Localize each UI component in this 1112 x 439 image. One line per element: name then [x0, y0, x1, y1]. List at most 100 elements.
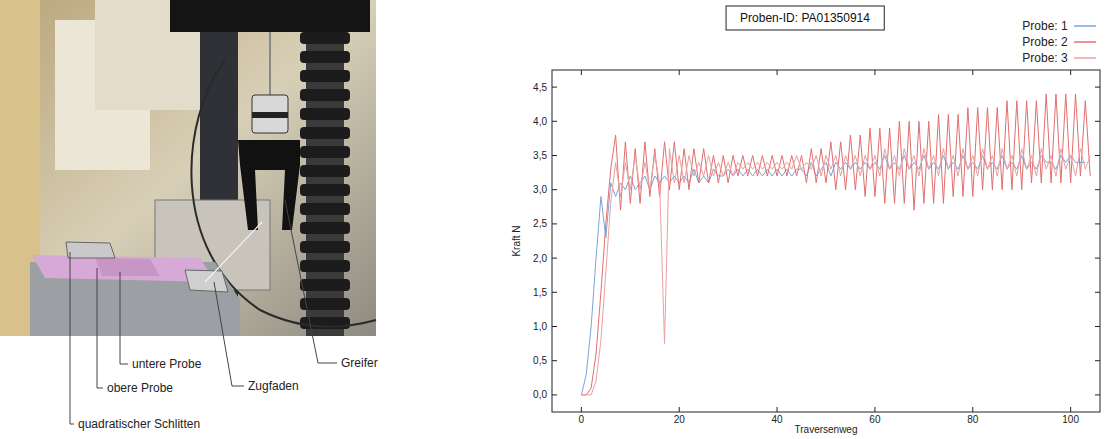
- plot-frame: [552, 70, 1100, 412]
- y-tick: [552, 121, 557, 122]
- y-tick: [1095, 360, 1100, 361]
- chart-title: Proben-ID: PA01350914: [740, 11, 870, 25]
- photo-label: Zugfaden: [248, 379, 299, 393]
- y-tick: [1095, 223, 1100, 224]
- bellows-gap: [306, 101, 344, 108]
- y-tick-label: 3,5: [533, 150, 547, 161]
- bellows-gap: [306, 291, 344, 298]
- bellows-gap: [306, 196, 344, 203]
- y-axis-title: Kraft N: [511, 225, 522, 256]
- upper-sample: [95, 258, 160, 276]
- y-tick: [1095, 326, 1100, 327]
- y-tick: [1095, 292, 1100, 293]
- y-tick-label: 3,0: [533, 184, 547, 195]
- y-tick: [552, 394, 557, 395]
- title-box: [726, 6, 884, 30]
- y-tick: [552, 155, 557, 156]
- legend-swatch: [1074, 57, 1096, 59]
- y-tick-label: 4,0: [533, 116, 547, 127]
- leader-line: [285, 200, 337, 363]
- bellows-gap: [306, 139, 344, 146]
- y-tick-label: 1,5: [533, 287, 547, 298]
- photo-label: obere Probe: [107, 381, 173, 395]
- y-tick: [552, 292, 557, 293]
- y-tick: [1095, 87, 1100, 88]
- y-tick-label: 4,5: [533, 82, 547, 93]
- photo: [0, 0, 376, 336]
- y-tick: [1095, 121, 1100, 122]
- x-tick: [1070, 70, 1071, 75]
- x-tick: [679, 407, 680, 412]
- x-tick: [581, 407, 582, 412]
- bellows-fold: [300, 165, 350, 177]
- leader-line: [120, 272, 128, 364]
- legend-label: Probe: 2: [1022, 35, 1068, 49]
- y-tick: [552, 189, 557, 190]
- figure: untere Probeobere Probequadratischer Sch…: [0, 0, 1112, 439]
- x-tick-label: 80: [967, 414, 979, 425]
- series-line: [581, 94, 1090, 395]
- legend-swatch: [1074, 41, 1096, 43]
- x-tick-label: 0: [579, 414, 585, 425]
- y-tick-label: 0,0: [533, 389, 547, 400]
- thread: [205, 222, 262, 282]
- legend: Probe: 1 Probe: 2 Probe: 3: [1022, 19, 1096, 65]
- bellows-gap: [306, 253, 344, 260]
- x-tick-label: 20: [674, 414, 686, 425]
- legend-label: Probe: 1: [1022, 19, 1068, 33]
- sled: [66, 242, 115, 258]
- y-tick: [552, 360, 557, 361]
- x-tick: [679, 70, 680, 75]
- leader-line: [70, 252, 74, 424]
- y-tick: [552, 87, 557, 88]
- crosshead: [170, 0, 370, 32]
- bellows-fold: [300, 279, 350, 291]
- bellows-gap: [306, 215, 344, 222]
- x-tick-label: 100: [1062, 414, 1079, 425]
- bellows-fold: [300, 203, 350, 215]
- load-cell-band: [252, 112, 288, 118]
- y-tick-label: 0,5: [533, 355, 547, 366]
- legend-label: Probe: 3: [1022, 51, 1068, 65]
- y-tick-label: 2,5: [533, 218, 547, 229]
- bellows-gap: [306, 82, 344, 89]
- x-tick: [777, 407, 778, 412]
- x-tick: [972, 407, 973, 412]
- bellows-gap: [306, 120, 344, 127]
- y-tick: [552, 326, 557, 327]
- series-line: [581, 149, 1090, 395]
- y-tick: [1095, 258, 1100, 259]
- y-tick: [1095, 189, 1100, 190]
- bellows-fold: [300, 70, 350, 82]
- bellows-gap: [306, 234, 344, 241]
- x-axis-title: Traversenweg: [795, 424, 858, 435]
- photo-label: quadratischer Schlitten: [78, 417, 200, 431]
- bellows-gap: [306, 310, 344, 317]
- photo-label: Greifer: [341, 356, 378, 370]
- x-tick: [1070, 407, 1071, 412]
- x-tick-label: 40: [772, 414, 784, 425]
- y-tick: [1095, 155, 1100, 156]
- leader-line: [214, 282, 244, 386]
- x-tick: [874, 407, 875, 412]
- load-cell: [252, 95, 288, 133]
- bellows-fold: [300, 127, 350, 139]
- photo-background: [0, 0, 376, 336]
- bellows-fold: [300, 51, 350, 63]
- rod: [269, 32, 271, 95]
- bellows-fold: [300, 146, 350, 158]
- y-tick: [552, 223, 557, 224]
- series-line: [581, 156, 1085, 395]
- x-tick: [777, 70, 778, 75]
- series-group: [581, 94, 1090, 395]
- x-tick: [972, 70, 973, 75]
- bellows-fold: [300, 89, 350, 101]
- y-tick: [1095, 394, 1100, 395]
- bellows-fold: [300, 108, 350, 120]
- x-tick-label: 60: [869, 414, 881, 425]
- x-tick: [874, 70, 875, 75]
- gripper-shape: [238, 140, 300, 230]
- y-tick: [552, 258, 557, 259]
- bellows-gap: [306, 44, 344, 51]
- leader-line: [97, 268, 103, 388]
